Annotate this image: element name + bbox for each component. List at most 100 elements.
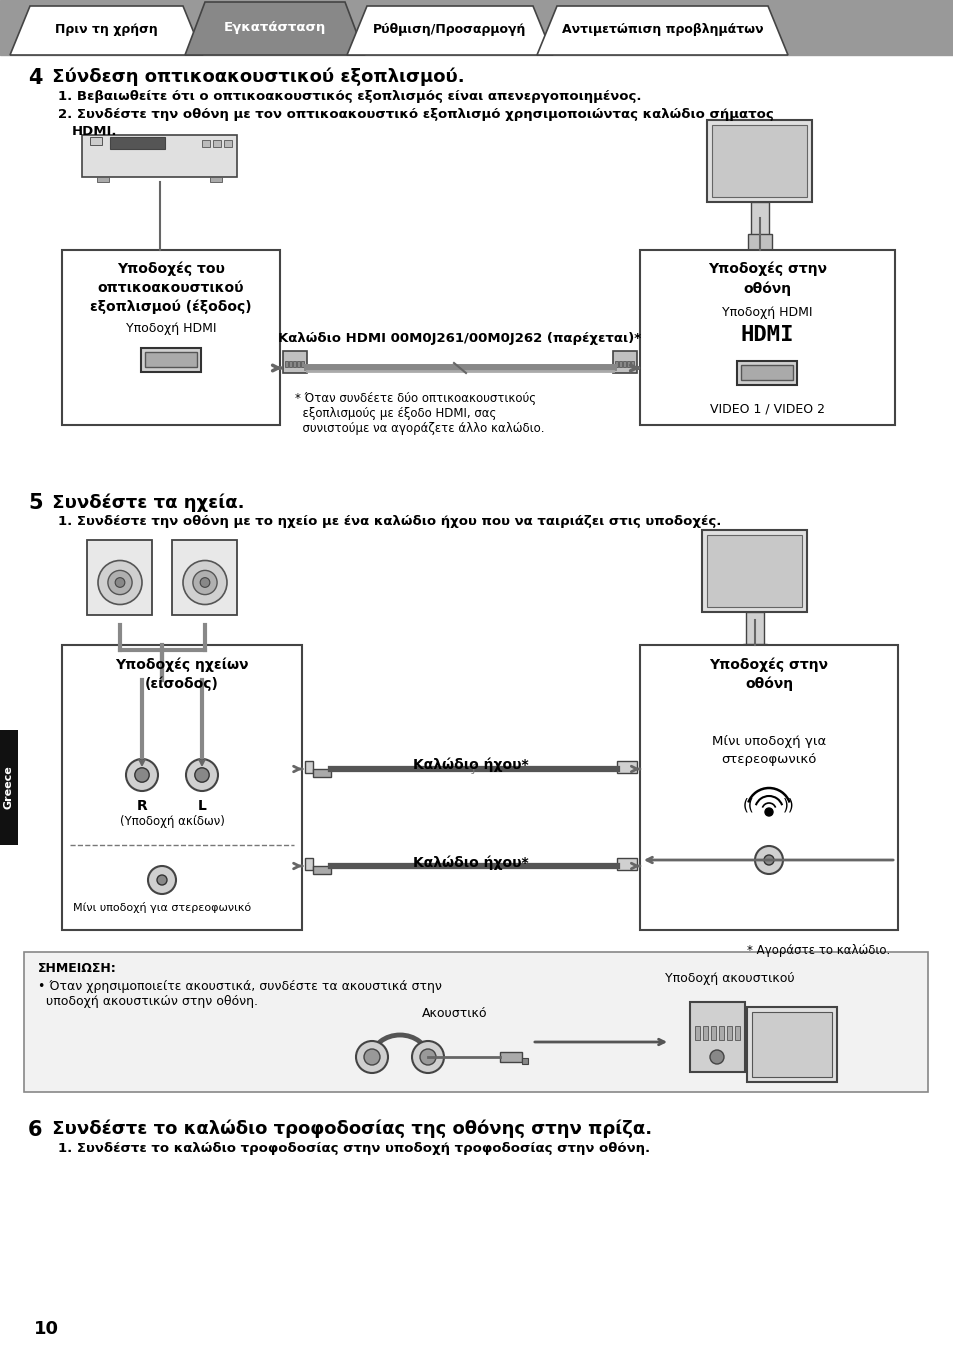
Text: Ρύθμιση/Προσαρμογή: Ρύθμιση/Προσαρμογή	[373, 23, 526, 36]
Text: Μίνι υποδοχή για στερεοφωνικό: Μίνι υποδοχή για στερεοφωνικό	[72, 902, 251, 913]
Text: 1. Συνδέστε την οθόνη με το ηχείο με ένα καλώδιο ήχου που να ταιριάζει στις υποδ: 1. Συνδέστε την οθόνη με το ηχείο με ένα…	[58, 514, 720, 528]
Bar	[0, 0, 953, 55]
Bar	[521, 1058, 527, 1064]
Circle shape	[419, 1049, 436, 1065]
Bar	[639, 250, 894, 425]
Bar	[283, 351, 307, 373]
Bar	[702, 1026, 707, 1040]
Text: R: R	[136, 799, 147, 813]
Text: HDMI.: HDMI.	[71, 126, 117, 138]
Circle shape	[108, 571, 132, 594]
Bar	[695, 1026, 700, 1040]
Text: Υποδοχές του
οπτικοακουστικού
εξοπλισμού (έξοδος): Υποδοχές του οπτικοακουστικού εξοπλισμού…	[91, 262, 252, 315]
Circle shape	[754, 846, 782, 873]
Bar	[145, 352, 196, 367]
Bar	[734, 1026, 740, 1040]
Text: Καλώδιο ήχου*: Καλώδιο ήχου*	[413, 855, 528, 869]
Bar	[618, 360, 621, 367]
Bar	[626, 360, 629, 367]
Polygon shape	[185, 1, 365, 55]
Text: Εγκατάσταση: Εγκατάσταση	[224, 22, 326, 35]
Circle shape	[412, 1041, 443, 1073]
Text: Πριν τη χρήση: Πριν τη χρήση	[55, 23, 157, 36]
Text: Greece: Greece	[4, 765, 14, 810]
Bar	[301, 360, 304, 367]
Text: )): ))	[782, 798, 794, 813]
Bar	[24, 952, 927, 1092]
Bar	[88, 540, 152, 616]
Text: 6: 6	[28, 1120, 43, 1139]
Bar	[224, 140, 233, 147]
Bar	[737, 360, 797, 385]
Bar	[719, 1026, 723, 1040]
Bar	[0, 730, 18, 845]
Text: • Όταν χρησιμοποιείτε ακουστικά, συνδέστε τα ακουστικά στην
  υποδοχή ακουστικών: • Όταν χρησιμοποιείτε ακουστικά, συνδέστ…	[38, 980, 441, 1008]
Bar	[750, 202, 768, 238]
Text: 1. Συνδέστε το καλώδιο τροφοδοσίας στην υποδοχή τροφοδοσίας στην οθόνη.: 1. Συνδέστε το καλώδιο τροφοδοσίας στην …	[58, 1142, 649, 1156]
Bar	[689, 1002, 744, 1072]
Bar	[313, 865, 331, 873]
Circle shape	[126, 759, 158, 791]
Circle shape	[98, 560, 142, 605]
Circle shape	[200, 578, 210, 587]
Bar	[745, 612, 763, 647]
Text: * Όταν συνδέετε δύο οπτικοακουστικούς
  εξοπλισμούς με έξοδο HDMI, σας
  συνιστο: * Όταν συνδέετε δύο οπτικοακουστικούς εξ…	[294, 392, 544, 435]
Text: 1. Βεβαιωθείτε ότι ο οπτικοακουστικός εξοπλισμός είναι απενεργοποιημένος.: 1. Βεβαιωθείτε ότι ο οπτικοακουστικός εξ…	[58, 90, 640, 103]
Text: Αντιμετώπιση προβλημάτων: Αντιμετώπιση προβλημάτων	[561, 23, 762, 36]
Text: Μίνι υποδοχή για
στερεοφωνικό: Μίνι υποδοχή για στερεοφωνικό	[711, 734, 825, 765]
Circle shape	[134, 768, 149, 782]
Bar	[172, 540, 237, 616]
Circle shape	[183, 560, 227, 605]
Text: Σύνδεση οπτικοακουστικού εξοπλισμού.: Σύνδεση οπτικοακουστικού εξοπλισμού.	[46, 68, 464, 86]
Text: ƒ: ƒ	[472, 764, 476, 774]
Polygon shape	[347, 5, 553, 55]
Bar	[707, 120, 812, 202]
Bar	[111, 136, 165, 148]
Circle shape	[157, 875, 167, 886]
Bar	[729, 271, 789, 284]
Bar	[202, 140, 211, 147]
Text: Υποδοχές ηχείων
(είσοδος): Υποδοχές ηχείων (είσοδος)	[115, 657, 249, 691]
Bar	[305, 859, 313, 869]
Text: ΣΗΜΕΙΩΣΗ:: ΣΗΜΕΙΩΣΗ:	[38, 963, 116, 975]
Text: Υποδοχές στην
οθόνη: Υποδοχές στην οθόνη	[709, 657, 827, 691]
Text: ((: ((	[742, 798, 754, 813]
Polygon shape	[10, 5, 203, 55]
Circle shape	[764, 809, 772, 815]
Text: 10: 10	[34, 1320, 59, 1338]
Text: 4: 4	[28, 68, 43, 88]
Bar	[741, 256, 778, 270]
Bar	[742, 644, 766, 662]
Text: (Υποδοχή ακίδων): (Υποδοχή ακίδων)	[119, 815, 224, 828]
Bar	[97, 177, 110, 182]
Text: * Αγοράστε το καλώδιο.: * Αγοράστε το καλώδιο.	[746, 944, 889, 957]
Bar	[296, 360, 299, 367]
Bar	[712, 126, 806, 197]
Bar	[710, 1026, 716, 1040]
Bar	[622, 360, 625, 367]
Text: Καλώδιο HDMI 00M0J261/00M0J262 (παρέχεται)*: Καλώδιο HDMI 00M0J261/00M0J262 (παρέχετα…	[278, 332, 640, 346]
Text: Υποδοχές στην
οθόνη: Υποδοχές στην οθόνη	[707, 262, 826, 296]
Text: Συνδέστε το καλώδιο τροφοδοσίας της οθόνης στην πρίζα.: Συνδέστε το καλώδιο τροφοδοσίας της οθόν…	[46, 1120, 652, 1138]
Circle shape	[186, 759, 218, 791]
Bar	[613, 351, 637, 373]
Bar	[630, 360, 634, 367]
Circle shape	[115, 578, 125, 587]
Text: L: L	[197, 799, 206, 813]
Bar	[707, 535, 801, 608]
Bar	[211, 177, 222, 182]
Bar	[746, 1007, 836, 1081]
Bar	[724, 682, 784, 694]
Bar	[737, 666, 772, 680]
Bar	[751, 1012, 831, 1077]
Text: Υποδοχή ακουστικού: Υποδοχή ακουστικού	[664, 972, 794, 986]
Text: Ακουστικό: Ακουστικό	[422, 1007, 487, 1021]
Circle shape	[194, 768, 209, 782]
Text: 5: 5	[28, 493, 43, 513]
Bar	[499, 1052, 521, 1062]
Bar	[639, 645, 897, 930]
Bar	[289, 360, 292, 367]
Bar	[141, 348, 201, 373]
Text: Υποδοχή HDMI: Υποδοχή HDMI	[126, 323, 216, 335]
Bar	[293, 360, 295, 367]
